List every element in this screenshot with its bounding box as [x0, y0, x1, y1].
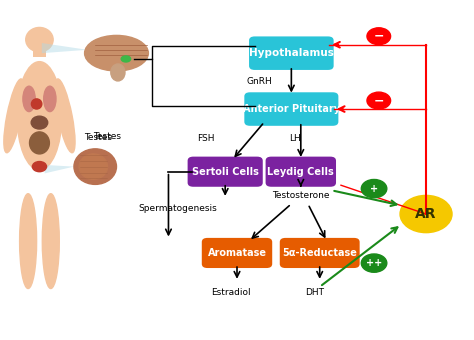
Ellipse shape [26, 28, 53, 52]
Ellipse shape [42, 194, 59, 289]
Text: +: + [370, 184, 378, 193]
Text: Testes: Testes [83, 133, 111, 142]
Ellipse shape [44, 86, 56, 112]
Circle shape [367, 92, 391, 109]
FancyBboxPatch shape [244, 92, 338, 126]
Polygon shape [42, 43, 87, 53]
Text: LH: LH [289, 134, 301, 143]
FancyBboxPatch shape [249, 36, 334, 70]
Text: AR: AR [415, 207, 437, 221]
Text: Estradiol: Estradiol [211, 288, 251, 297]
FancyBboxPatch shape [280, 238, 360, 268]
Text: DHT: DHT [305, 288, 325, 297]
Ellipse shape [84, 35, 148, 71]
Ellipse shape [31, 99, 42, 109]
Circle shape [400, 195, 452, 233]
FancyBboxPatch shape [188, 157, 263, 187]
Text: Aromatase: Aromatase [208, 248, 266, 258]
Ellipse shape [74, 149, 117, 184]
Circle shape [367, 28, 391, 45]
Ellipse shape [29, 132, 49, 154]
Ellipse shape [55, 79, 75, 153]
Ellipse shape [4, 79, 24, 153]
Ellipse shape [111, 64, 125, 81]
Ellipse shape [23, 86, 35, 112]
Ellipse shape [32, 162, 46, 172]
FancyBboxPatch shape [265, 157, 336, 187]
Text: 5α-Reductase: 5α-Reductase [283, 248, 357, 258]
Polygon shape [45, 165, 74, 173]
Text: Hypothalamus: Hypothalamus [249, 48, 334, 58]
Text: Spermatogenesis: Spermatogenesis [138, 204, 217, 214]
Text: Sertoli Cells: Sertoli Cells [192, 167, 259, 177]
Circle shape [361, 180, 387, 198]
Circle shape [361, 254, 387, 272]
Ellipse shape [17, 62, 62, 170]
Ellipse shape [79, 154, 108, 179]
Text: Testes: Testes [93, 132, 121, 141]
Text: GnRH: GnRH [246, 77, 272, 86]
Ellipse shape [121, 56, 131, 62]
Text: ++: ++ [366, 258, 382, 268]
Text: Anterior Pituitary: Anterior Pituitary [243, 104, 340, 114]
Text: Leydig Cells: Leydig Cells [267, 167, 334, 177]
Text: −: − [374, 30, 384, 43]
Ellipse shape [19, 194, 36, 289]
FancyBboxPatch shape [33, 46, 46, 56]
Text: Testosterone: Testosterone [272, 191, 329, 200]
Text: FSH: FSH [198, 134, 215, 143]
FancyBboxPatch shape [202, 238, 272, 268]
Text: −: − [374, 94, 384, 107]
Ellipse shape [31, 116, 48, 129]
